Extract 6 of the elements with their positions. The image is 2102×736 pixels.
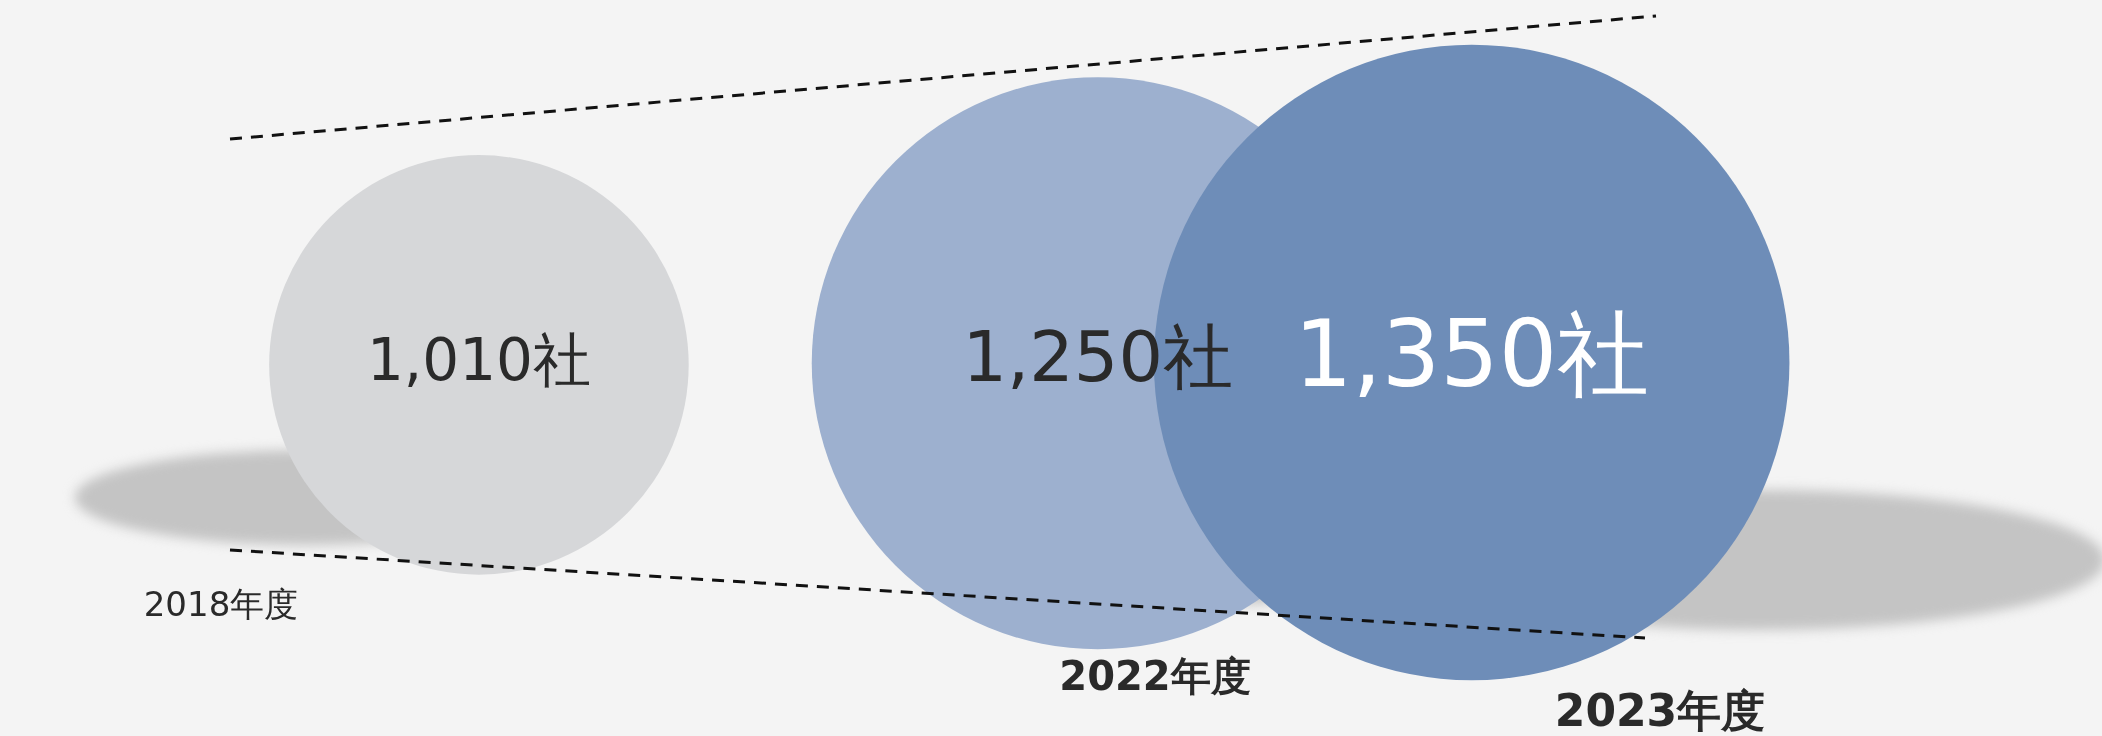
data-label: 1,010社 xyxy=(366,325,591,394)
data-label: 1,350社 xyxy=(1293,301,1650,409)
category-label: 2022年度 xyxy=(1059,653,1251,700)
category-label: 2018年度 xyxy=(143,583,299,624)
category-label: 2023年度 xyxy=(1554,685,1766,736)
data-label: 1,250社 xyxy=(962,316,1233,399)
